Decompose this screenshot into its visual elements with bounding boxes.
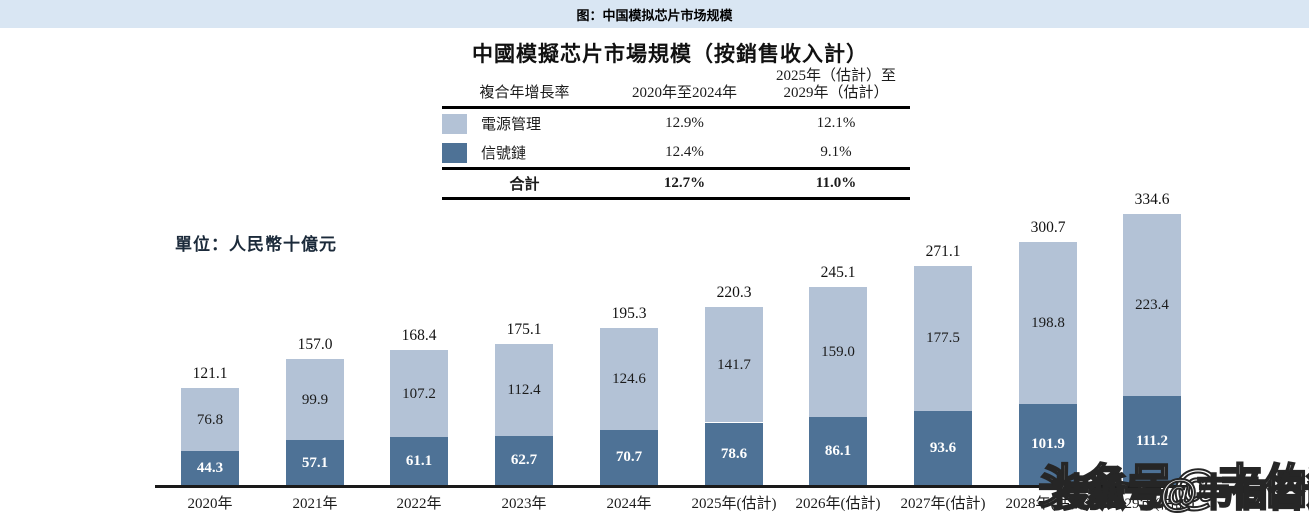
bar-signal-chain-label: 70.7 [615,449,643,465]
x-axis-label: 2025年(估計) [691,496,777,512]
bar-segment-signal-chain [390,437,448,487]
bar-total-label: 245.1 [820,264,856,281]
bar-segment-power-management [495,344,553,436]
x-axis-label: 2027年(估計) [900,496,986,512]
chart-title: 中國模擬芯片市場規模（按銷售收入計） [472,42,868,66]
bar-segment-power-management [1019,242,1077,404]
bar-signal-chain-label: 57.1 [301,455,329,471]
bar-signal-chain-label: 93.6 [929,440,957,456]
bar-signal-chain-label: 61.1 [405,453,433,469]
power-management-swatch [442,113,467,134]
bar-signal-chain-label: 86.1 [824,443,852,459]
x-axis-label: 2024年 [606,496,652,512]
bar-total-label: 271.1 [925,243,961,260]
unit-label: 單位：人民幣十億元 [175,235,337,254]
bar-power-management-label: 107.2 [402,386,436,402]
total-cagr-2020-2024: 12.7% [663,175,706,191]
watermark-sohu: 搜狐号@韦伯咨询 [1051,472,1309,516]
signal-chain-swatch [442,142,467,163]
bar-power-management-label: 141.7 [717,357,751,373]
bar-segment-power-management [809,287,867,417]
bar-power-management-label: 99.9 [301,392,329,408]
bar-signal-chain-label: 44.3 [196,460,224,476]
cagr-table-header-row: 複合年增長率 2020年至2024年 2025年（估計）至 2029年（估計） [442,66,910,106]
table-row-total: 合計 12.7% 11.0% [442,170,910,197]
cagr-col-header: 複合年增長率 [479,85,570,101]
period2-col-header: 2025年（估計）至 2029年（估計） [762,68,910,102]
bar-total-label: 175.1 [506,321,542,338]
bar-segment-power-management [390,350,448,437]
bar-total-label: 157.0 [297,336,333,353]
table-row-signal-chain: 信號鏈 12.4% 9.1% [442,138,910,167]
x-axis-label: 2023年 [501,496,547,512]
period2-col-header-line1: 2025年（估計）至 [775,68,896,84]
bar-segment-power-management [705,307,763,422]
bar-signal-chain-label: 101.9 [1031,436,1065,452]
power-management-cagr-2020-2024: 12.9% [665,115,704,131]
x-axis-label: 2020年 [187,496,233,512]
signal-chain-cagr-2020-2024: 12.4% [665,144,704,160]
bar-total-label: 121.1 [192,365,228,382]
bar-segment-signal-chain [286,440,344,487]
period1-col-header: 2020年至2024年 [631,85,737,101]
power-management-label: 電源管理 [481,117,542,133]
x-axis-label: 2022年 [396,496,442,512]
bar-segment-power-management [1123,214,1181,396]
bar-power-management-label: 198.8 [1031,315,1065,331]
period2-col-header-line2: 2029年（估計） [783,85,889,101]
bar-signal-chain-label: 62.7 [510,452,538,468]
bar-total-label: 220.3 [716,284,752,301]
total-cagr-2025-2029: 11.0% [815,175,857,191]
x-axis-label: 2021年 [292,496,338,512]
bar-signal-chain-label: 111.2 [1135,433,1169,449]
power-management-cagr-2025-2029: 12.1% [816,115,856,131]
bar-power-management-label: 112.4 [507,382,541,398]
cagr-table: 複合年增長率 2020年至2024年 2025年（估計）至 2029年（估計） … [442,66,910,200]
bar-segment-signal-chain [495,436,553,487]
bar-segment-signal-chain [914,411,972,487]
table-rule-bottom [442,197,910,200]
bar-segment-signal-chain [1123,396,1181,487]
x-axis-label: 2028年(估計) [1005,496,1091,512]
table-rule-mid [442,167,910,170]
bar-power-management-label: 124.6 [612,371,646,387]
table-rule-top [442,106,910,109]
figure-caption: 图：中国模拟芯片市场规模 [576,7,733,23]
table-row-power-management: 電源管理 12.9% 12.1% [442,109,910,138]
bar-segment-power-management [181,388,239,451]
watermark-toutiao: 头条号@韦伯咨询 [1037,459,1309,514]
bar-total-label: 334.6 [1134,191,1170,208]
bar-segment-signal-chain [181,451,239,487]
x-axis-line [155,485,1187,488]
figure-caption-bar: 图：中国模拟芯片市场规模 [0,0,1309,28]
bar-segment-signal-chain [600,429,658,487]
bar-segment-signal-chain [1019,404,1077,487]
x-axis-label: 2026年(估計) [795,496,881,512]
bar-total-label: 300.7 [1030,219,1066,236]
bar-power-management-label: 177.5 [926,330,960,346]
bar-total-label: 195.3 [611,305,647,322]
bar-segment-signal-chain [705,423,763,487]
bar-signal-chain-label: 78.6 [720,446,748,462]
bar-power-management-label: 223.4 [1135,297,1169,313]
bar-segment-power-management [914,266,972,411]
signal-chain-label: 信號鏈 [481,146,527,162]
bar-segment-signal-chain [809,417,867,487]
bar-power-management-label: 159.0 [821,344,855,360]
bar-total-label: 168.4 [401,327,437,344]
bar-segment-power-management [600,328,658,430]
total-label: 合計 [509,177,540,193]
signal-chain-cagr-2025-2029: 9.1% [820,144,852,160]
bar-segment-power-management [286,359,344,440]
bar-power-management-label: 76.8 [196,412,224,428]
x-axis-label: 2029年(估計) [1109,496,1195,512]
